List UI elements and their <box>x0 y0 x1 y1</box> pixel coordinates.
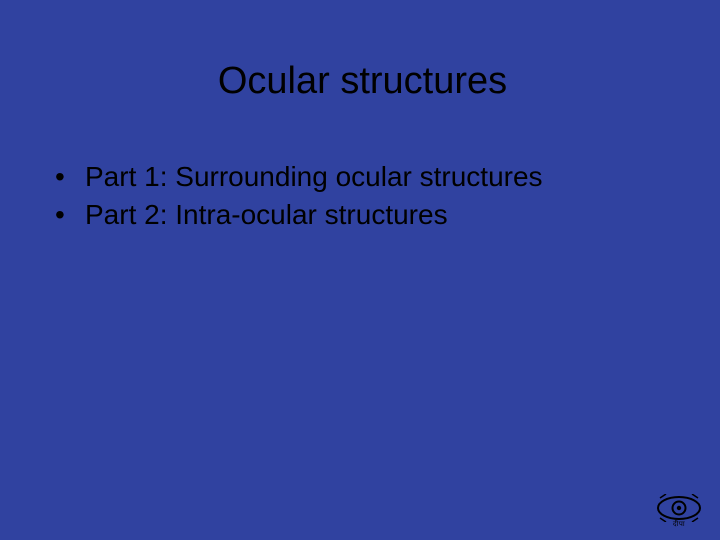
slide: Ocular structures Part 1: Surrounding oc… <box>0 0 720 540</box>
list-item: Part 2: Intra-ocular structures <box>55 196 680 234</box>
eye-icon <box>656 494 702 522</box>
logo-caption: दीपा <box>673 520 685 529</box>
footer-logo: दीपा <box>654 492 704 530</box>
slide-title: Ocular structures <box>45 60 680 103</box>
list-item: Part 1: Surrounding ocular structures <box>55 158 680 196</box>
bullet-list: Part 1: Surrounding ocular structures Pa… <box>45 158 680 234</box>
